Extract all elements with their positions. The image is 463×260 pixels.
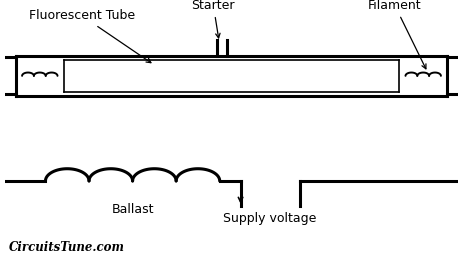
- Text: Supply voltage: Supply voltage: [223, 212, 317, 225]
- Text: Ballast: Ballast: [111, 203, 154, 216]
- Text: Starter: Starter: [192, 0, 235, 38]
- Text: Fluorescent Tube: Fluorescent Tube: [29, 9, 151, 63]
- Text: Filament: Filament: [368, 0, 426, 69]
- Text: CircuitsTune.com: CircuitsTune.com: [9, 241, 125, 254]
